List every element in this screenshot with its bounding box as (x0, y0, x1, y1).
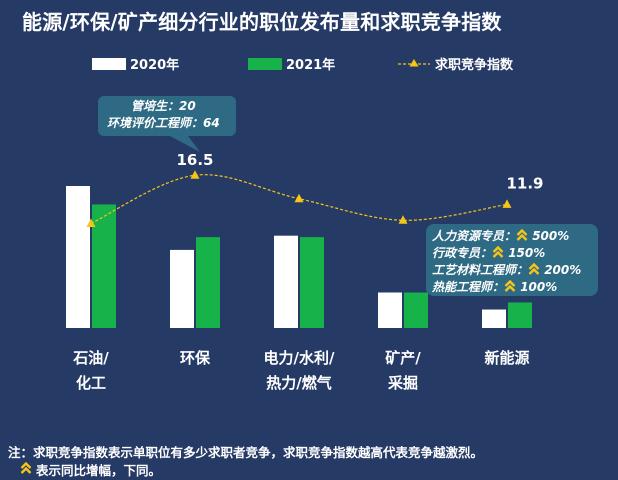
callout-role: 行政专员： (432, 246, 493, 260)
callout-new-energy-row: 人力资源专员： 500% (432, 228, 581, 245)
x-tick-label-4: 新能源 (452, 346, 562, 371)
competition-marker-4 (502, 199, 512, 208)
callout-growth-value: 200% (540, 263, 582, 277)
callout-growth-value: 150% (504, 246, 546, 260)
callout-new-energy-bubble (426, 224, 598, 296)
callout-new-energy-row: 热能工程师： 100% (432, 279, 581, 296)
callout-role: 热能工程师： (432, 280, 505, 294)
bar-2021-0 (92, 204, 116, 328)
callout-environment-bubble (98, 96, 236, 152)
x-tick-label-0: 石油/化工 (36, 346, 146, 396)
x-tick-label-1: 环保 (140, 346, 250, 371)
competition-data-label-4: 11.9 (506, 174, 543, 192)
increase-icon (528, 263, 540, 275)
competition-marker-2 (294, 193, 304, 203)
footnote-line-2: 表示同比增幅，下同。 (20, 460, 162, 479)
chart-title: 能源/环保/矿产细分行业的职位发布量和求职竞争指数 (22, 10, 502, 34)
x-tick-label-line: 热力/燃气 (266, 374, 332, 392)
callout-growth-value: 500% (528, 229, 570, 243)
legend-label-competition: 求职竞争指数 (435, 58, 514, 73)
callout-growth-value: 100% (516, 280, 558, 294)
x-tick-label-3: 矿产/采掘 (348, 346, 458, 396)
competition-marker-0 (86, 218, 96, 227)
bar-2020-4 (482, 309, 506, 328)
callout-environment-line-2: 环境评价工程师：64 (107, 116, 220, 130)
x-tick-label-line: 电力/水利/ (263, 349, 335, 367)
callout-new-energy: 人力资源专员： 500% 行政专员： 150% 工艺材料工程师： 200% 热能工程师… (432, 228, 581, 296)
increase-icon (504, 280, 516, 292)
competition-marker-3 (398, 215, 408, 224)
bar-2020-0 (66, 186, 90, 328)
increase-icon (516, 229, 528, 241)
callout-role: 工艺材料工程师： (432, 263, 529, 277)
callout-role: 人力资源专员： (432, 229, 517, 243)
callout-new-energy-row: 工艺材料工程师： 200% (432, 262, 581, 279)
bar-2020-3 (378, 292, 402, 328)
legend-swatch-2020 (92, 58, 126, 70)
bar-2021-2 (300, 237, 324, 328)
increase-icon (492, 246, 504, 258)
callout-environment: 管培生：20 环境评价工程师：64 (107, 98, 220, 132)
x-tick-label-line: 化工 (75, 374, 106, 392)
footnote-line-1: 注：求职竞争指数表示单职位有多少求职者竞争，求职竞争指数越高代表竞争越激烈。 (8, 445, 484, 460)
legend-label-2020: 2020年 (130, 58, 180, 73)
x-tick-label-line: 矿产/ (385, 349, 421, 367)
bar-2020-1 (170, 249, 194, 328)
bar-2021-1 (196, 237, 220, 328)
bar-2021-4 (508, 302, 532, 328)
bar-2021-3 (404, 292, 428, 328)
x-tick-label-line: 环保 (179, 349, 210, 367)
x-tick-label-line: 新能源 (484, 349, 530, 367)
callout-new-energy-row: 行政专员： 150% (432, 245, 581, 262)
legend-swatch-2021 (248, 58, 282, 70)
x-tick-label-line: 采掘 (387, 374, 418, 392)
callout-environment-line-1: 管培生：20 (131, 99, 196, 113)
footnote-line-2-text: 表示同比增幅，下同。 (36, 463, 162, 478)
x-tick-label-line: 石油/ (73, 349, 109, 367)
legend-line-icon (398, 59, 430, 67)
competition-data-label-1: 16.5 (176, 151, 213, 169)
x-tick-label-2: 电力/水利/热力/燃气 (244, 346, 354, 396)
increase-icon (20, 462, 32, 474)
bar-2020-2 (274, 235, 298, 328)
legend-label-2021: 2021年 (286, 58, 336, 73)
competition-marker-1 (190, 170, 200, 179)
